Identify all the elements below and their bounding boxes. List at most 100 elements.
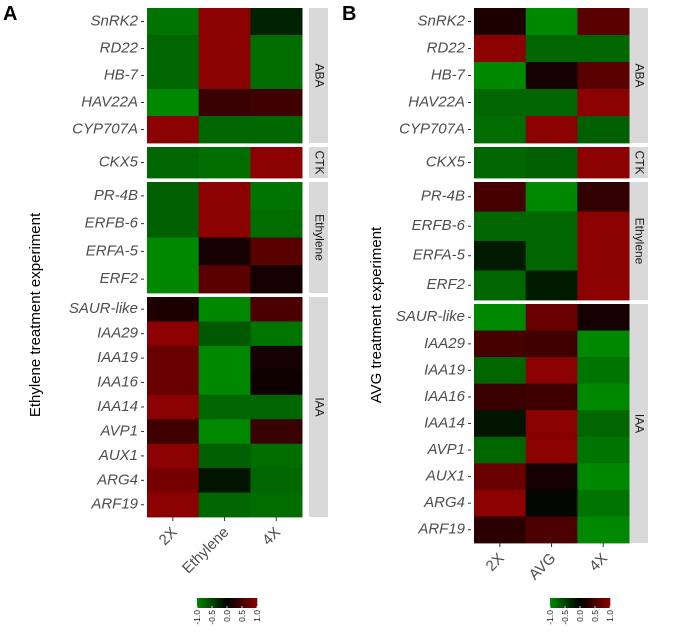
legend-swatch [565,598,567,608]
legend-swatch [580,598,582,608]
heatmap-cell [198,370,251,396]
legend-swatch [593,598,596,608]
legend-swatch [571,598,573,608]
heatmap-cell [198,116,251,144]
legend-tick-label: -0.5 [207,610,217,625]
legend-swatch [608,598,611,608]
legend-swatch [550,598,552,608]
legend-swatch [572,598,575,608]
legend-swatch [592,598,594,608]
legend-swatch [230,598,232,608]
legend-swatch [234,598,237,608]
gene-label: CKX5 [99,153,139,170]
heatmap-cell [474,89,527,117]
legend-swatch [252,598,255,608]
heatmap-cell [474,410,527,438]
heatmap-cell [474,436,527,464]
heatmap-cell [250,297,303,322]
legend-tick-label: 0.5 [237,610,247,622]
legend-swatch [251,598,253,608]
legend-swatch [574,598,576,608]
legend-swatch [602,598,605,608]
facet-strip-label: Ethylene [312,214,326,261]
x-tick-label: AVG [526,550,560,584]
heatmap-cell [147,468,200,493]
facet-strip [309,147,328,178]
heatmap-cell [198,297,251,322]
heatmap-cell [147,345,200,371]
heatmap-cell [198,62,251,90]
facet-strip-label: ABA [632,63,646,87]
color-legend: -1.0 -0.5 0.0 0.5 1.0 [192,598,262,625]
legend-swatch [566,598,569,608]
legend-swatch [236,598,238,608]
heatmap-cell [577,436,630,464]
heatmap-cell [577,270,630,301]
facet-strip [629,8,648,143]
legend-swatch [245,598,247,608]
heatmap-cell [250,209,303,238]
heatmap-cell [250,321,303,347]
gene-label: IAA19 [424,361,466,378]
legend-swatch [240,598,243,608]
heatmap-cell [525,89,578,117]
heatmap-cell [147,265,200,294]
legend-swatch [201,598,204,608]
heatmap-cell [198,265,251,294]
legend-swatch [554,598,557,608]
heatmap-cell [577,463,630,491]
heatmap-panel-b: B AVG treatment experiment ABA SnRK2 RD22 HB-… [342,3,648,625]
gene-label: SAUR-like [69,300,138,317]
legend-swatch [233,598,235,608]
legend-swatch [224,598,226,608]
gene-label: ERF2 [100,270,139,287]
legend-swatch [225,598,228,608]
gene-label: PR-4B [421,188,465,205]
heatmap-cell [577,410,630,438]
heatmap-cell [250,89,303,117]
legend-swatch [604,598,606,608]
legend-swatch [563,598,566,608]
heatmap-cell [525,182,578,212]
heatmap-cell [250,394,303,420]
facet-strip [629,304,648,543]
heatmap-cell [147,419,200,445]
heatmap-cell [198,492,251,518]
heatmap-cell [147,89,200,117]
x-tick-label: 2X [483,550,508,575]
gene-label: HAV22A [81,93,138,110]
legend-swatch [569,598,572,608]
gene-label: IAA14 [97,398,138,415]
legend-swatch [207,598,210,608]
heatmap-cell [525,62,578,90]
legend-tick-label: -1.0 [192,610,202,625]
facet-ctk: CTK CKX5 [99,147,328,179]
legend-swatch [228,598,231,608]
heatmap-cell [474,330,527,358]
legend-tick-label: 0.5 [590,610,600,622]
legend-swatch [210,598,213,608]
heatmap-cell [250,468,303,493]
heatmap-cell [577,8,630,36]
facet-strip [309,297,328,517]
x-tick-label: 4X [586,550,611,575]
gene-label: CKX5 [426,153,466,170]
heatmap-cell [198,182,251,211]
x-tick-label: 2X [156,524,181,549]
facet-strip-label: IAA [632,414,646,433]
legend-swatch [596,598,599,608]
heatmap-cell [525,463,578,491]
legend-swatch [595,598,597,608]
legend-swatch [254,598,256,608]
legend-swatch [215,598,217,608]
legend-swatch [590,598,593,608]
facet-strip-label: IAA [312,397,326,416]
legend-swatch [255,598,258,608]
legend-swatch [581,598,584,608]
gene-label: ARF19 [90,496,138,513]
gene-label: ARF19 [417,521,465,538]
heatmap-cell [147,370,200,396]
legend-swatch [577,598,579,608]
heatmap-cell [198,394,251,420]
